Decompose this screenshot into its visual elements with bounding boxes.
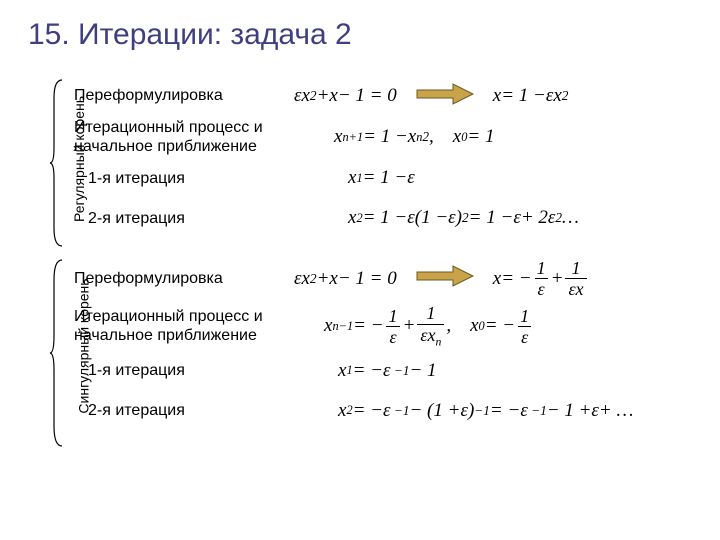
equation: x = 1 − εx2 (493, 85, 569, 107)
equation: εx2 + x − 1 = 0 (294, 85, 397, 107)
slide-title: 15. Итерации: задача 2 (28, 18, 692, 52)
equation: x2 = −ε −1 − (1 + ε)−1 = −ε −1 − 1 + ε +… (338, 400, 633, 422)
arrow-icon (415, 82, 475, 111)
side-label-regular: Регулярный корень (71, 96, 87, 222)
row-label: Переформулировка (74, 86, 294, 105)
equation: x2 = 1 − ε (1 − ε)2 = 1 − ε + 2ε2 … (348, 207, 579, 229)
equation: x1 = −ε −1 − 1 (338, 360, 437, 382)
equation: x = −1ε + 1εx (493, 258, 589, 299)
arrow-icon (415, 264, 475, 293)
equation: x1 = 1 − ε (348, 167, 415, 189)
equation: xn+1 = 1 − xn2 , x0 = 1 (334, 126, 494, 148)
row-label: 1-я итерация (74, 169, 308, 188)
equation: εx2 + x − 1 = 0 (294, 268, 397, 290)
row-label: Переформулировка (74, 269, 294, 288)
row-label: 2-я итерация (74, 209, 308, 228)
row-label: 2-я итерация (74, 401, 308, 420)
brace-icon (48, 258, 66, 432)
row-label: 1-я итерация (74, 361, 308, 380)
row-label: Итерационный процесс и начальное приближ… (74, 118, 294, 156)
row-label: Итерационный процесс и начальное приближ… (74, 307, 294, 345)
section-singular: Сингулярный корень Переформулировка εx2 … (28, 258, 692, 432)
section-regular: Регулярный корень Переформулировка εx2 +… (28, 78, 692, 240)
equation: xn−1 = −1ε + 1εxn , x0 = −1ε (324, 303, 534, 348)
side-label-singular: Сингулярный корень (76, 278, 92, 413)
brace-icon (48, 78, 66, 240)
